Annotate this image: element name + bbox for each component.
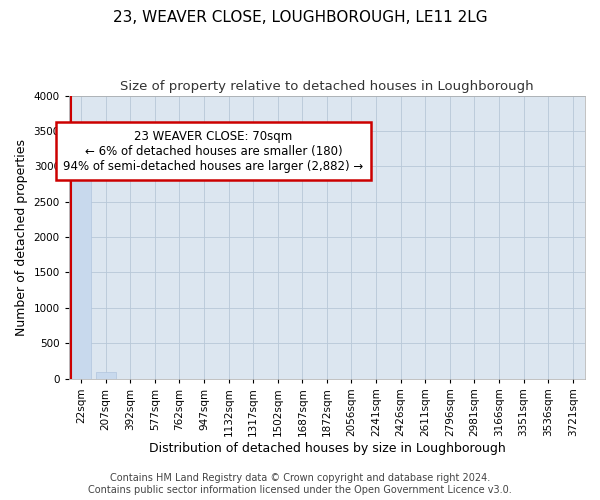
- Y-axis label: Number of detached properties: Number of detached properties: [15, 138, 28, 336]
- X-axis label: Distribution of detached houses by size in Loughborough: Distribution of detached houses by size …: [149, 442, 505, 455]
- Text: Contains HM Land Registry data © Crown copyright and database right 2024.
Contai: Contains HM Land Registry data © Crown c…: [88, 474, 512, 495]
- Title: Size of property relative to detached houses in Loughborough: Size of property relative to detached ho…: [120, 80, 534, 93]
- Text: 23 WEAVER CLOSE: 70sqm
← 6% of detached houses are smaller (180)
94% of semi-det: 23 WEAVER CLOSE: 70sqm ← 6% of detached …: [63, 130, 364, 172]
- Text: 23, WEAVER CLOSE, LOUGHBOROUGH, LE11 2LG: 23, WEAVER CLOSE, LOUGHBOROUGH, LE11 2LG: [113, 10, 487, 25]
- Bar: [71, 166, 91, 378]
- Bar: [96, 372, 116, 378]
